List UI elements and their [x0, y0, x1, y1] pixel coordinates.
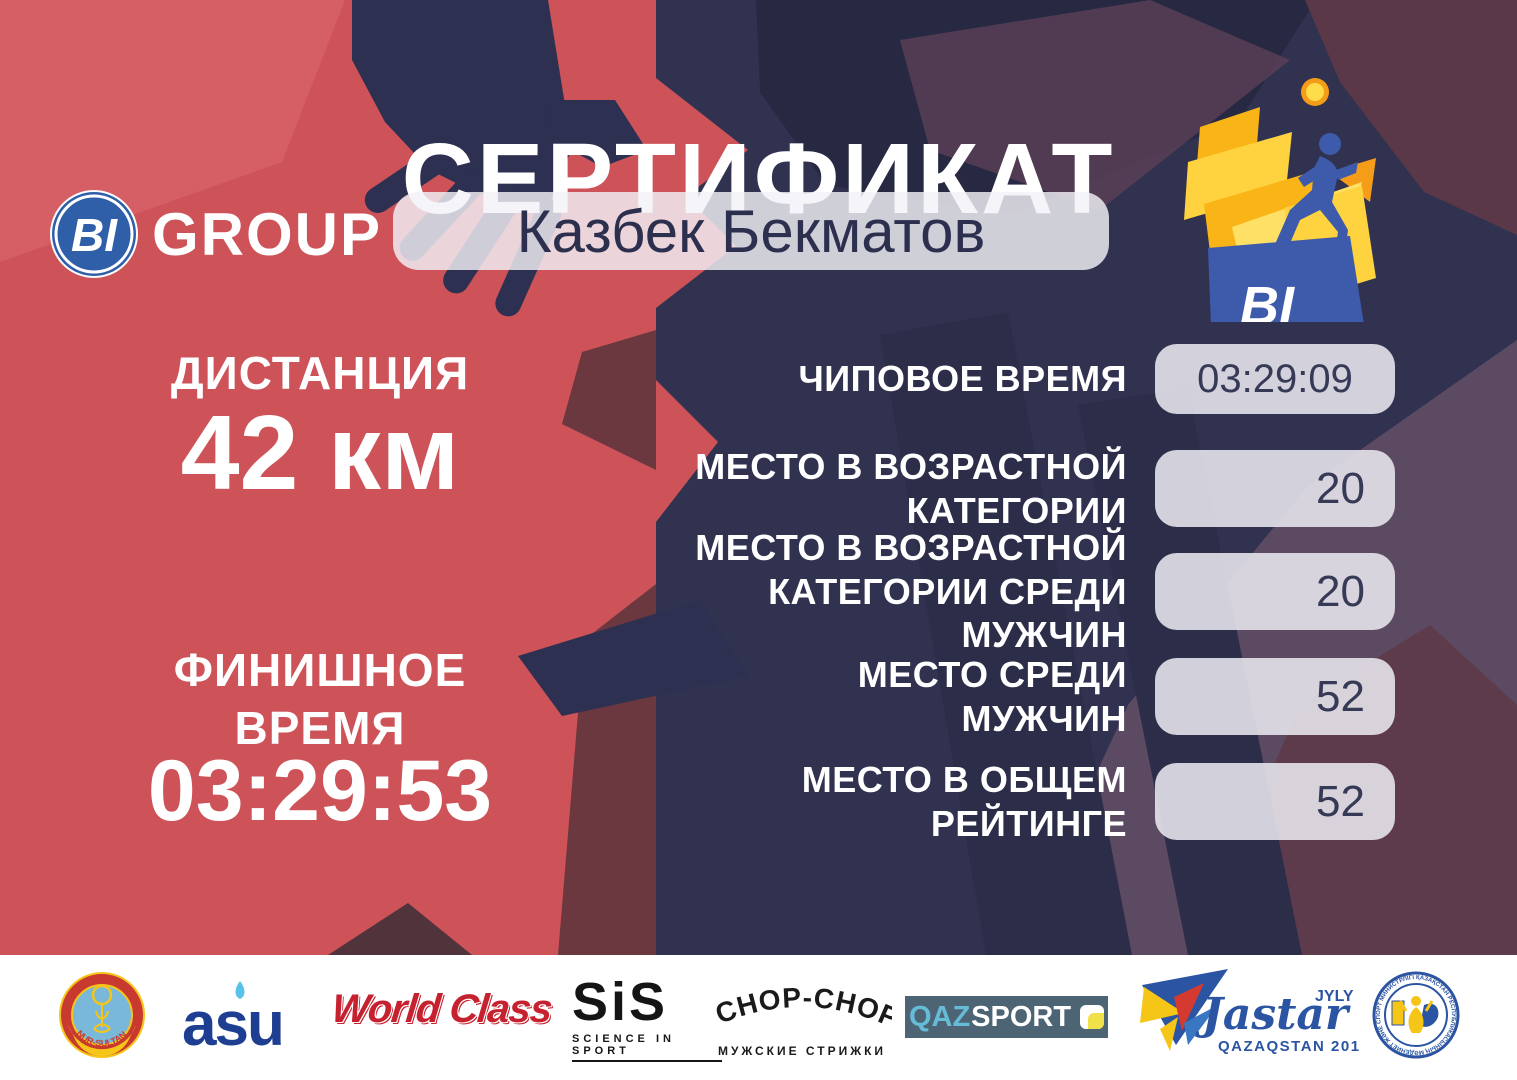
finish-time-value: 03:29:53 — [147, 743, 493, 839]
men-place-label: МЕСТО СРЕДИ МУЖЧИН — [857, 653, 1127, 739]
participant-name: Казбек Бекматов — [516, 197, 986, 265]
sis-wordmark: SiS — [572, 972, 669, 1032]
bi-group-wordmark: GROUP — [152, 200, 383, 268]
paper-plane-icon — [1140, 969, 1228, 1051]
distance-value: 42 км — [180, 394, 460, 512]
sis-tagline: SCIENCE IN SPORT — [572, 1033, 722, 1062]
participant-name-plate: Казбек Бекматов — [393, 192, 1109, 270]
chip-time-label: ЧИПОВОЕ ВРЕМЯ — [798, 358, 1127, 400]
svg-text:BI: BI — [1240, 276, 1295, 322]
age-category-men-place-value: 20 — [1316, 566, 1365, 616]
chip-time-value: 03:29:09 — [1197, 356, 1353, 401]
men-place-value-box: 52 — [1155, 658, 1395, 735]
jastar-logo: Jastar JYLY QAZAQSTAN 2019 — [1140, 969, 1360, 1055]
overall-place-label: МЕСТО В ОБЩЕМ РЕЙТИНГЕ — [801, 758, 1127, 844]
age-category-men-place-label: МЕСТО В ВОЗРАСТНОЙ КАТЕГОРИИ СРЕДИ МУЖЧИ… — [695, 527, 1127, 656]
svg-text:Jastar: Jastar — [1195, 989, 1351, 1040]
bi-group-emblem-icon: BI — [50, 190, 138, 278]
sis-logo: SiS SCIENCE IN SPORT — [572, 975, 722, 1062]
age-category-place-value-box: 20 — [1155, 450, 1395, 527]
qazsport-sport: SPORT — [971, 1000, 1072, 1033]
svg-text:QAZAQSTAN 2019: QAZAQSTAN 2019 — [1218, 1038, 1360, 1055]
world-class-logo: World Class — [329, 987, 554, 1031]
svg-text:МУЖСКИЕ СТРИЖКИ: МУЖСКИЕ СТРИЖКИ — [718, 1044, 886, 1058]
qazsport-leaf-icon — [1080, 1005, 1105, 1029]
men-place-value: 52 — [1316, 671, 1365, 721]
asu-logo: asu — [182, 981, 285, 1057]
svg-text:BI: BI — [71, 209, 118, 261]
qazsport-qaz: QAZ — [908, 1000, 971, 1033]
age-category-men-place-value-box: 20 — [1155, 553, 1395, 630]
finish-time-label: ФИНИШНОЕ ВРЕМЯ — [173, 644, 467, 754]
svg-text:asu: asu — [182, 990, 283, 1057]
sponsor-strip: NUR-SULTAN asu World Class SiS SCIENCE I… — [0, 955, 1517, 1080]
ministry-person-icon — [1391, 996, 1439, 1033]
ministry-emblem-logo: ҚАЗАҚСТАН РЕСПУБЛИКАСЫНЫҢ МӘДЕНИЕТ ЖӘНЕ … — [1372, 971, 1460, 1059]
svg-text:JYLY: JYLY — [1315, 988, 1354, 1005]
nur-sultan-emblem-logo: NUR-SULTAN — [59, 972, 145, 1058]
qazsport-logo: QAZ SPORT — [905, 996, 1108, 1038]
bi-group-logo: BI GROUP — [50, 190, 382, 278]
runner-icon — [1276, 133, 1358, 262]
asu-drop-icon — [235, 981, 245, 999]
overall-place-value-box: 52 — [1155, 763, 1395, 840]
distance-label: ДИСТАНЦИЯ — [170, 347, 470, 399]
bi-marathon-logo: BI MARATHON — [1184, 78, 1376, 322]
chop-chop-logo: CHOP-CHOP МУЖСКИЕ СТРИЖКИ — [712, 982, 892, 1058]
age-category-place-label: МЕСТО В ВОЗРАСТНОЙ КАТЕГОРИИ — [695, 445, 1127, 531]
age-category-place-value: 20 — [1316, 463, 1365, 513]
svg-text:CHOP-CHOP: CHOP-CHOP — [712, 982, 892, 1034]
overall-place-value: 52 — [1316, 776, 1365, 826]
chip-time-value-box: 03:29:09 — [1155, 344, 1395, 414]
